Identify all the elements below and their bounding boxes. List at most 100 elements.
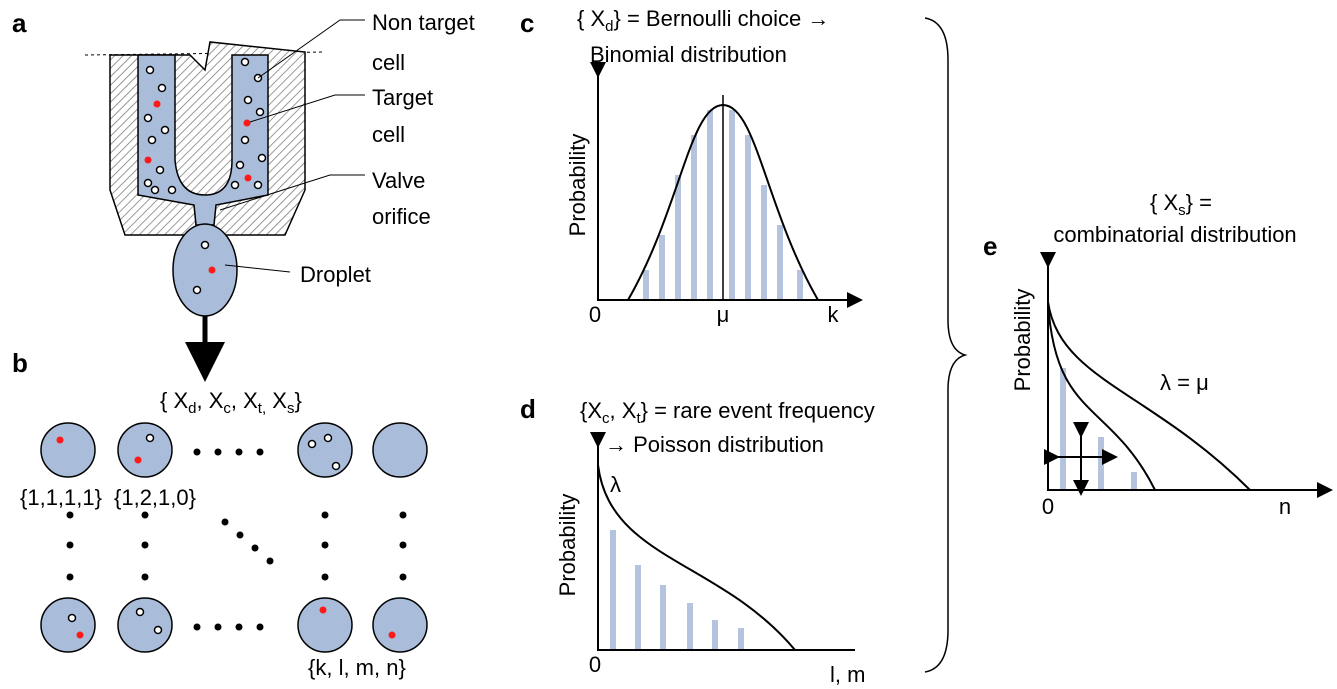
shape	[242, 137, 249, 144]
y-axis-label: Probability	[555, 494, 580, 597]
shape	[244, 120, 251, 127]
shape	[245, 97, 252, 104]
callout: cell	[372, 50, 405, 75]
panel-label: c	[520, 8, 534, 38]
shape	[309, 441, 316, 448]
shape	[298, 598, 352, 652]
shape	[67, 542, 74, 549]
shape	[242, 59, 249, 66]
shape	[142, 512, 149, 519]
shape	[77, 632, 84, 639]
shape	[169, 187, 176, 194]
shape	[712, 620, 718, 650]
shape	[635, 565, 641, 650]
text-part: , X	[196, 388, 223, 413]
shape	[232, 182, 239, 189]
text-part: { X	[1150, 190, 1178, 215]
text-part: d	[188, 400, 196, 417]
text-part: { X	[577, 6, 605, 31]
shape	[209, 267, 216, 274]
callout: Non target	[372, 10, 475, 35]
panel-a: a Non target cell Target cell Valve orif…	[12, 8, 475, 362]
shape	[145, 180, 152, 187]
shape	[797, 270, 803, 300]
shape	[389, 632, 396, 639]
title: Binomial distribution	[590, 42, 787, 67]
shape	[142, 542, 149, 549]
callout: orifice	[372, 204, 431, 229]
text-part: } = Bernoulli choice →	[613, 6, 829, 31]
set-label: { Xd, Xc, Xt, Xs}	[160, 388, 302, 417]
panel-label: a	[12, 8, 27, 38]
shape	[145, 115, 152, 122]
x-label: 0	[589, 302, 601, 327]
text-part: {X	[580, 398, 602, 423]
panel-d: d {Xc, Xt} = rare event frequency → Pois…	[520, 394, 875, 687]
shape	[373, 423, 427, 477]
shape	[738, 628, 744, 650]
panel-e: e { Xs} = combinatorial distribution Pro…	[983, 190, 1325, 519]
text-part: s	[287, 400, 295, 417]
shape	[777, 225, 783, 300]
shape	[237, 162, 244, 169]
text-part: , X	[610, 398, 637, 423]
shape	[322, 574, 329, 581]
shape	[373, 598, 427, 652]
shape	[761, 185, 767, 300]
figure: a Non target cell Target cell Valve orif…	[0, 0, 1337, 689]
callout: Droplet	[300, 262, 371, 287]
callout: Valve	[372, 168, 425, 193]
shape	[236, 624, 243, 631]
shape	[610, 530, 616, 650]
shape	[675, 175, 681, 300]
shape	[67, 512, 74, 519]
text-part: , X	[231, 388, 258, 413]
tuple: {1,1,1,1}	[20, 485, 102, 510]
shape	[159, 85, 166, 92]
shape	[400, 542, 407, 549]
shape	[245, 175, 252, 182]
curve-label: λ = μ	[1160, 370, 1209, 395]
x-label: 0	[589, 652, 601, 677]
shape	[41, 423, 95, 477]
shape	[236, 449, 243, 456]
x-label: 0	[1042, 494, 1054, 519]
callout: cell	[372, 122, 405, 147]
shape	[142, 574, 149, 581]
shape	[400, 512, 407, 519]
shape	[257, 449, 264, 456]
title: combinatorial distribution	[1053, 222, 1296, 247]
curve	[598, 465, 795, 650]
text-part: } =	[1186, 190, 1212, 215]
text-part: t,	[258, 400, 266, 417]
shape	[145, 157, 152, 164]
shape	[118, 423, 172, 477]
x-label: n	[1279, 494, 1291, 519]
shape	[252, 545, 259, 552]
panel-label: b	[12, 348, 28, 378]
shape	[1060, 368, 1066, 490]
panel-c: c { Xd} = Bernoulli choice → Binomial di…	[520, 6, 855, 327]
ellipsis-dots	[67, 449, 407, 631]
shape	[147, 435, 154, 442]
shape	[152, 187, 159, 194]
droplet	[173, 224, 237, 316]
shape	[222, 519, 229, 526]
shape	[41, 598, 95, 652]
shape	[237, 532, 244, 539]
shape	[194, 287, 201, 294]
shape	[729, 110, 735, 300]
shape	[157, 167, 164, 174]
x-label: l, m	[830, 662, 865, 687]
tuple: {k, l, m, n}	[308, 655, 406, 680]
shape	[707, 110, 713, 300]
panel-label: d	[520, 394, 536, 424]
shape	[194, 449, 201, 456]
shape	[118, 598, 172, 652]
panel-label: e	[983, 231, 997, 261]
x-label: μ	[717, 302, 730, 327]
shape	[215, 624, 222, 631]
title: {Xc, Xt} = rare event frequency	[580, 398, 875, 427]
shape	[660, 585, 666, 650]
shape	[149, 137, 156, 144]
